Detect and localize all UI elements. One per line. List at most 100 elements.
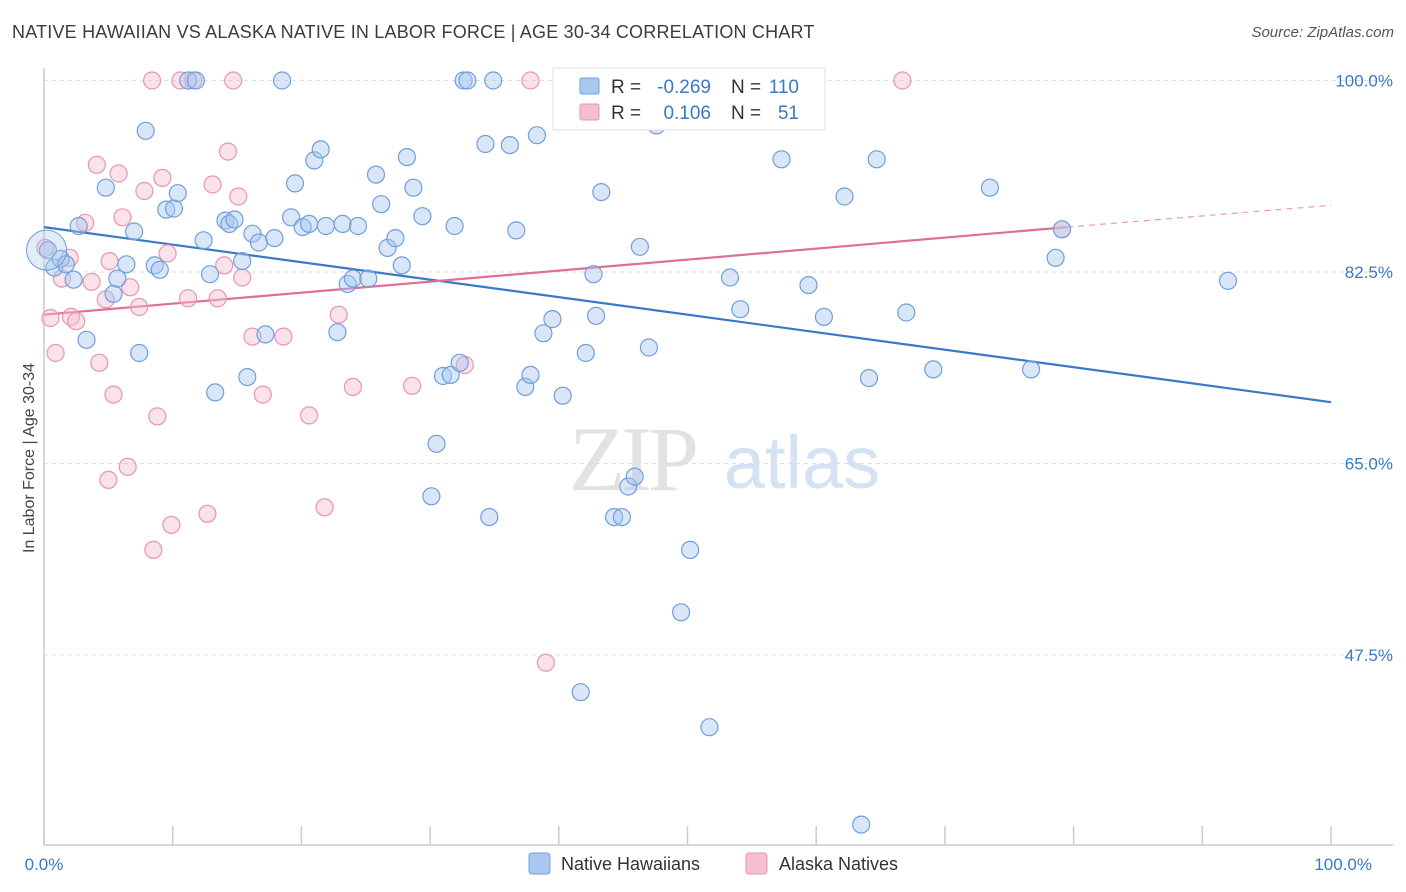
point-alaska-native [329,305,348,324]
point-alaska-native [343,377,362,396]
stats-r-value-1: -0.269 [657,77,711,98]
point-native-hawaiian [507,221,526,240]
point-native-hawaiian [543,310,562,329]
point-native-hawaiian [680,540,700,560]
point-native-hawaiian [553,386,572,405]
point-alaska-native [253,385,272,404]
point-native-hawaiian [450,353,469,372]
point-native-hawaiian [305,151,324,170]
point-native-hawaiian [157,200,176,219]
trend-line-native-hawaiians [43,226,1332,404]
point-native-hawaiian [338,274,357,294]
point-native-hawaiian [225,210,244,229]
point-native-hawaiian [625,467,644,486]
point-alaska-native [100,252,119,271]
point-alaska-native [233,268,252,287]
point-native-hawaiian [265,229,284,248]
point-alaska-native [90,353,109,372]
point-alaska-native [87,155,106,174]
point-native-hawaiian [630,237,650,256]
point-native-hawaiian [359,269,378,288]
point-alaska-native [218,142,238,161]
point-native-hawaiian [584,265,603,284]
point-native-hawaiian [168,184,187,203]
stats-n-label-1: N = [731,77,761,98]
point-cluster [26,229,68,271]
point-native-hawaiian [273,71,292,90]
point-native-hawaiian [77,330,96,349]
y-tick-labels: 47.5% 65.0% 82.5% 100.0% [1335,72,1393,666]
point-alaska-native [198,504,217,523]
source-credit: Source: ZipAtlas.com [1251,24,1394,41]
trend-line-alaska-natives [43,226,1068,316]
point-native-hawaiian [772,150,791,169]
point-alaska-native [153,168,172,187]
y-tick-label: 100.0% [1335,72,1393,91]
point-native-hawaiian [38,241,58,260]
y-tick-label: 47.5% [1345,646,1393,665]
point-alaska-native [521,71,540,90]
point-native-hawaiian [348,216,368,236]
point-native-hawaiian [386,229,405,248]
point-native-hawaiian [366,165,386,184]
point-native-hawaiian [527,126,547,145]
trend-line-alaska-natives-extrapolated [1067,204,1332,228]
x-tick-label: 100.0% [1314,855,1372,874]
point-native-hawaiian [238,368,257,387]
point-native-hawaiian [835,187,854,206]
point-native-hawaiian [571,683,590,702]
legend: Native Hawaiians Alaska Natives [528,852,898,875]
point-native-hawaiian [534,324,553,343]
point-native-hawaiian [612,507,632,527]
point-alaska-native [144,540,163,560]
legend-label-alaska-natives: Alaska Natives [779,854,898,874]
point-native-hawaiian [343,269,362,288]
point-native-hawaiian [179,71,198,90]
point-native-hawaiian [720,268,740,287]
stats-r-label-2: R = [611,103,641,124]
point-native-hawaiian [521,365,540,384]
axes [43,68,1393,846]
stats-box: R = -0.269 N = 110 R = 0.106 N = 51 [552,67,826,131]
point-alaska-native [121,278,140,297]
point-native-hawaiian [404,178,423,197]
point-native-hawaiian [51,249,70,268]
point-native-hawaiian [422,487,441,506]
point-native-hawaiian [333,214,352,233]
point-alaska-native [893,71,912,90]
point-native-hawaiian [150,260,169,279]
point-native-hawaiian [316,216,335,236]
point-native-hawaiian [372,195,391,214]
legend-swatch-alaska-natives [745,852,768,875]
point-alaska-native [135,181,154,201]
point-alaska-native [36,238,55,257]
point-native-hawaiian [454,71,473,90]
point-native-hawaiian [256,325,275,344]
point-native-hawaiian [206,383,225,402]
stats-n-value-1: 110 [769,77,799,98]
gridlines [44,80,1393,656]
point-native-hawaiian [233,252,252,271]
point-native-hawaiian [130,343,149,363]
point-native-hawaiian [136,121,155,140]
point-native-hawaiian [980,178,1000,197]
point-native-hawaiian [194,231,213,250]
point-native-hawaiian [282,208,301,227]
point-native-hawaiian [108,269,127,288]
point-alaska-native [229,187,248,206]
point-alaska-native [224,71,243,90]
point-native-hawaiian [700,718,719,737]
point-native-hawaiian [671,603,691,622]
point-native-hawaiian [64,270,83,289]
point-native-hawaiian [500,136,519,155]
point-native-hawaiian [592,183,611,202]
point-alaska-native [46,343,65,363]
point-native-hawaiian [413,207,432,226]
point-native-hawaiian [897,303,916,322]
y-tick-label: 82.5% [1345,263,1393,282]
point-native-hawaiian [427,434,446,453]
point-alaska-native [215,256,234,275]
point-alaska-native [82,272,101,291]
watermark-atlas: atlas [724,421,880,504]
